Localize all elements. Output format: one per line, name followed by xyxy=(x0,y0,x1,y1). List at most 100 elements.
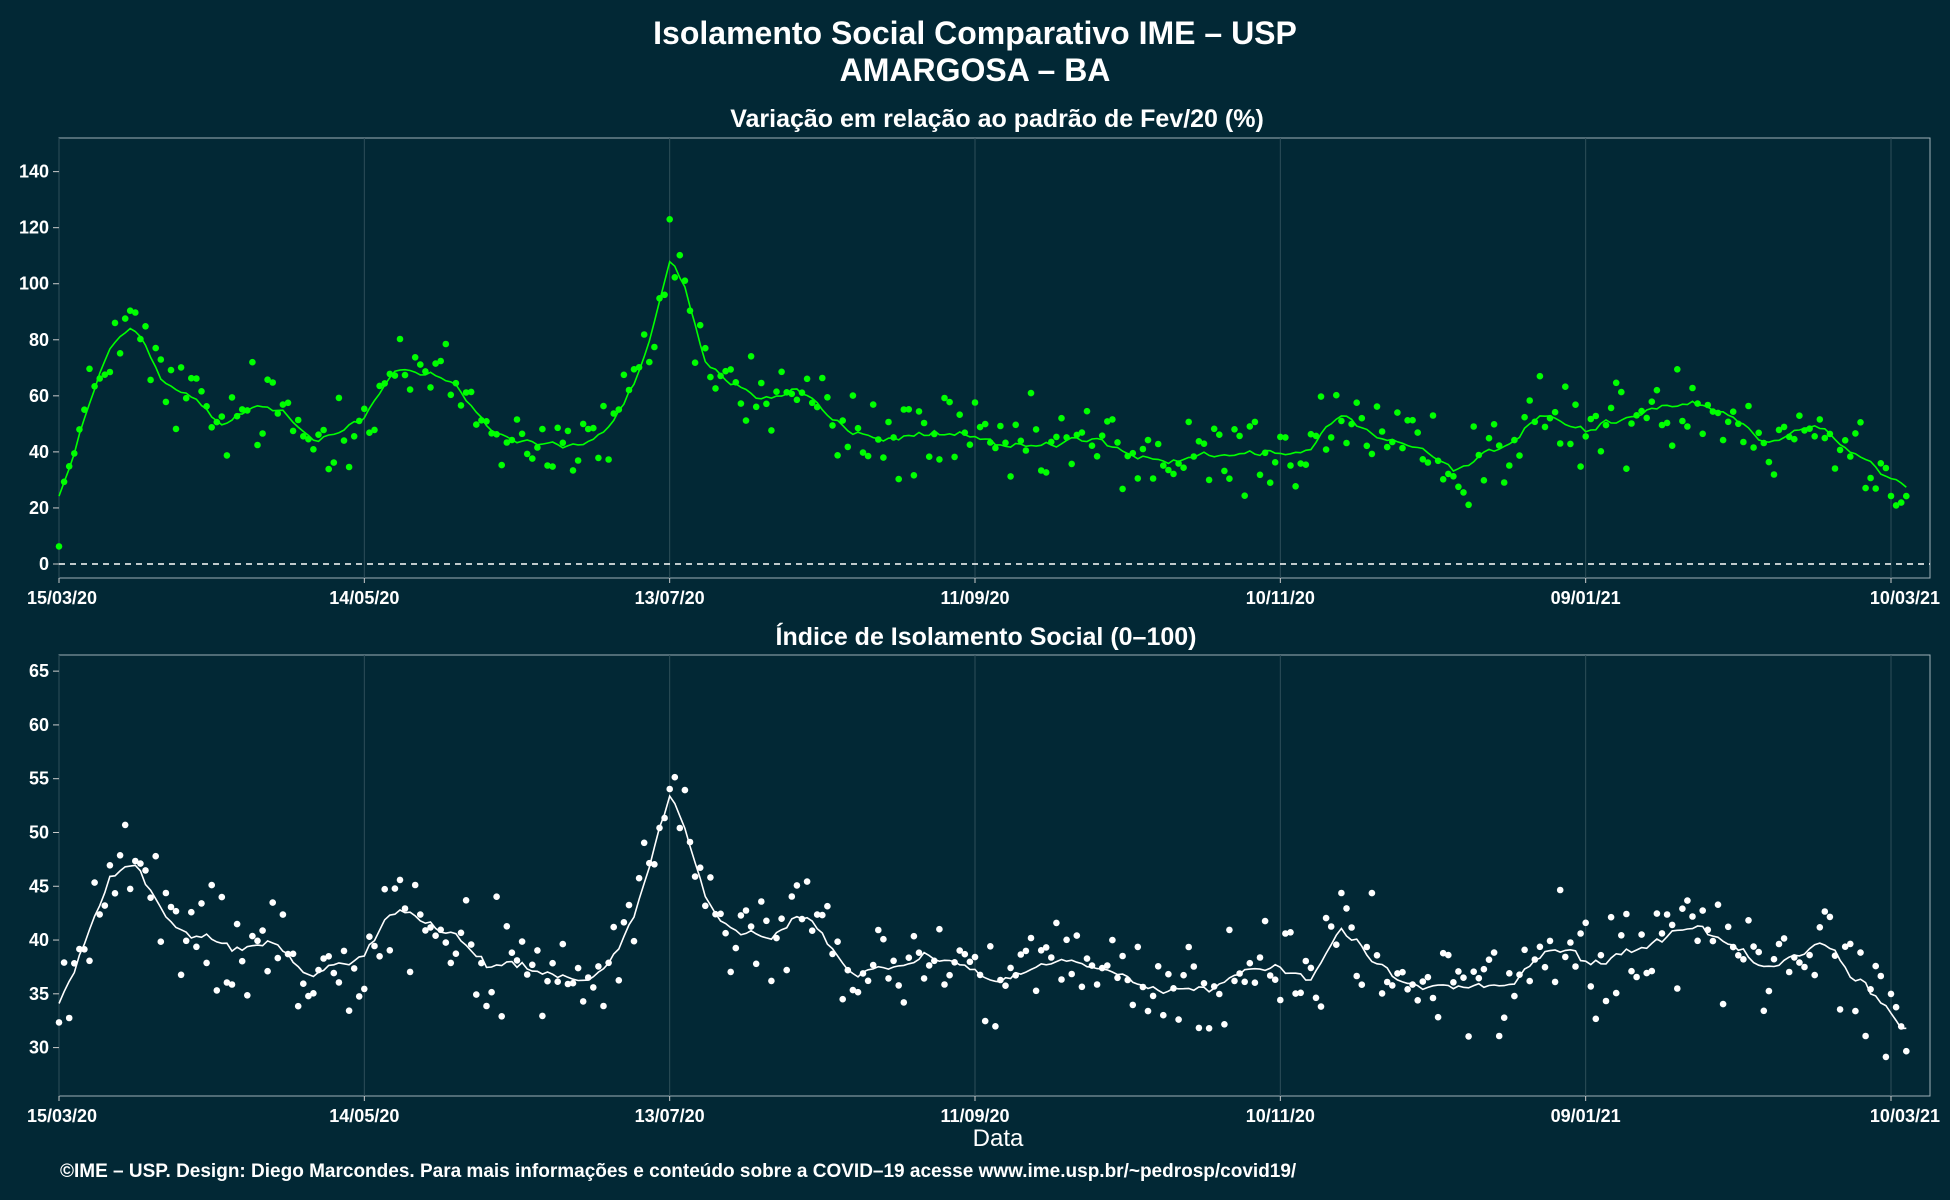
data-point xyxy=(1389,438,1396,446)
data-point xyxy=(1882,1053,1890,1061)
data-point xyxy=(1068,460,1075,468)
data-point xyxy=(182,394,190,402)
data-point xyxy=(193,375,200,382)
data-point xyxy=(60,959,68,966)
data-point xyxy=(1042,944,1050,951)
data-point xyxy=(819,374,826,382)
data-point xyxy=(1037,947,1045,954)
data-point xyxy=(941,394,948,402)
data-point xyxy=(1160,462,1167,469)
data-point xyxy=(1277,433,1284,441)
data-point xyxy=(829,422,836,429)
data-point xyxy=(1266,972,1274,979)
data-point xyxy=(101,371,109,379)
data-point xyxy=(788,390,796,398)
data-point xyxy=(1134,475,1142,482)
data-point xyxy=(137,335,144,343)
data-point xyxy=(442,340,450,348)
data-point xyxy=(371,426,378,434)
data-point xyxy=(1882,464,1890,472)
data-point xyxy=(1078,429,1086,436)
data-point xyxy=(325,465,333,473)
data-point xyxy=(747,353,755,360)
data-point xyxy=(1378,428,1386,435)
data-point xyxy=(1785,968,1793,976)
data-point xyxy=(1236,432,1243,440)
data-point xyxy=(656,295,663,302)
data-point xyxy=(457,402,465,409)
data-point xyxy=(1073,431,1081,439)
data-point xyxy=(493,431,500,438)
data-point xyxy=(1287,462,1294,469)
data-point xyxy=(610,923,617,931)
data-point xyxy=(1521,413,1528,421)
data-point xyxy=(997,422,1004,430)
data-point xyxy=(717,910,724,918)
data-point xyxy=(1602,421,1610,429)
data-point xyxy=(661,291,668,299)
data-point xyxy=(1618,932,1625,939)
data-point xyxy=(1877,460,1885,467)
data-point xyxy=(656,824,663,832)
data-point xyxy=(620,371,628,379)
data-point xyxy=(605,456,612,463)
data-point xyxy=(228,981,236,988)
data-point xyxy=(1816,924,1824,931)
data-point xyxy=(1475,451,1483,459)
data-point xyxy=(345,463,353,471)
data-point xyxy=(1531,418,1539,426)
data-point xyxy=(1679,417,1686,425)
data-point xyxy=(1526,977,1533,985)
data-point xyxy=(1709,937,1717,945)
data-point xyxy=(864,977,872,985)
data-point xyxy=(1261,917,1269,925)
data-point xyxy=(300,433,307,440)
data-point xyxy=(1287,929,1294,936)
data-point xyxy=(172,907,180,915)
data-point xyxy=(880,454,887,461)
data-point xyxy=(483,1002,490,1010)
data-point xyxy=(182,937,190,945)
data-point xyxy=(646,859,653,867)
data-point xyxy=(768,427,775,434)
x-tick-label: 10/03/21 xyxy=(1870,1106,1940,1126)
x-tick-label: 15/03/20 xyxy=(27,588,97,608)
data-point xyxy=(320,426,327,434)
data-point xyxy=(1847,940,1854,948)
data-point xyxy=(1261,449,1269,457)
data-point xyxy=(1124,452,1131,460)
data-point xyxy=(91,383,98,390)
data-point xyxy=(569,979,577,987)
data-point xyxy=(1246,423,1254,430)
data-point xyxy=(610,410,617,417)
data-point xyxy=(401,371,409,379)
data-point xyxy=(518,430,526,438)
data-point xyxy=(1674,985,1681,992)
data-point xyxy=(1562,953,1569,961)
data-point xyxy=(1531,956,1539,963)
data-point xyxy=(208,424,215,431)
data-point xyxy=(1831,952,1839,959)
data-point xyxy=(819,911,826,919)
data-point xyxy=(1587,983,1595,990)
data-point xyxy=(584,425,592,433)
data-point xyxy=(467,388,475,396)
data-point xyxy=(162,398,170,406)
data-point xyxy=(646,358,653,366)
data-point xyxy=(1592,1015,1600,1023)
data-point xyxy=(116,852,124,859)
data-point xyxy=(681,277,689,285)
data-point xyxy=(1190,963,1198,970)
data-point xyxy=(126,307,134,315)
data-point xyxy=(564,980,572,988)
data-point xyxy=(147,894,154,901)
data-point xyxy=(839,417,846,424)
data-point xyxy=(330,459,338,466)
data-point xyxy=(1796,412,1803,420)
data-point xyxy=(635,874,643,882)
data-point xyxy=(763,917,770,925)
data-point xyxy=(727,968,734,976)
data-point xyxy=(121,821,129,829)
y-tick-label: 0 xyxy=(39,554,49,574)
